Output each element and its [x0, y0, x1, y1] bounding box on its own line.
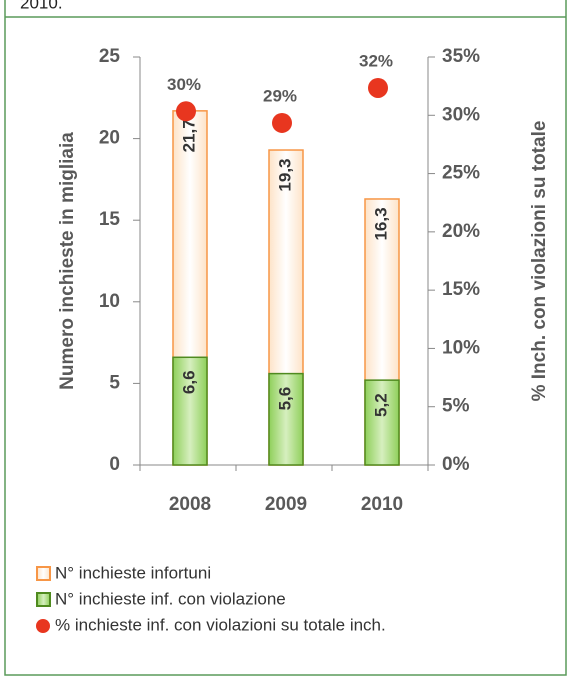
y2-tick-label: 30%	[442, 104, 480, 125]
legend-marker	[36, 619, 50, 633]
y2-tick-label: 5%	[442, 396, 470, 417]
x-tick-label: 2009	[265, 494, 307, 515]
x-tick-label: 2008	[169, 494, 211, 515]
y-tick-label: 20	[99, 128, 120, 149]
y2-axis-title: % Inch. con violazioni su totale	[529, 121, 550, 402]
y-tick-label: 10	[99, 291, 120, 312]
caption: 2010.	[20, 0, 63, 12]
frame	[4, 0, 567, 676]
legend-marker	[36, 566, 51, 581]
bar-value-label: 21,7	[179, 119, 198, 152]
dot-value-label: 32%	[359, 51, 393, 70]
x-tick-label: 2010	[361, 494, 403, 515]
dot-value-label: 30%	[167, 75, 201, 94]
legend-label: N° inchieste inf. con violazione	[55, 589, 286, 608]
y-axis-title: Numero inchieste in migliaia	[57, 132, 78, 390]
bar	[268, 372, 304, 466]
y2-tick-label: 35%	[442, 46, 480, 67]
bar-value-label: 5,6	[275, 387, 294, 411]
legend-label: % inchieste inf. con violazioni su total…	[55, 615, 386, 634]
y2-tick-label: 10%	[442, 337, 480, 358]
y2-tick-label: 25%	[442, 163, 480, 184]
dot	[272, 112, 292, 133]
y-tick-label: 25	[99, 46, 121, 67]
bar	[172, 356, 208, 466]
legend-label: N° inchieste infortuni	[55, 563, 211, 582]
y-tick-label: 0	[109, 454, 120, 475]
bar	[364, 379, 400, 466]
y2-tick-label: 20%	[442, 221, 480, 242]
y-tick-label: 15	[99, 209, 121, 230]
y2-tick-label: 0%	[442, 454, 470, 475]
y-tick-label: 5	[109, 372, 120, 393]
dot	[176, 101, 196, 122]
bar-value-label: 19,3	[275, 158, 294, 191]
bar-value-label: 6,6	[179, 370, 198, 394]
dot-value-label: 29%	[263, 86, 297, 105]
bar-value-label: 16,3	[371, 207, 390, 240]
bar-value-label: 5,2	[371, 393, 390, 417]
dot	[368, 77, 388, 98]
legend-marker	[36, 592, 51, 607]
y2-tick-label: 15%	[442, 279, 480, 300]
